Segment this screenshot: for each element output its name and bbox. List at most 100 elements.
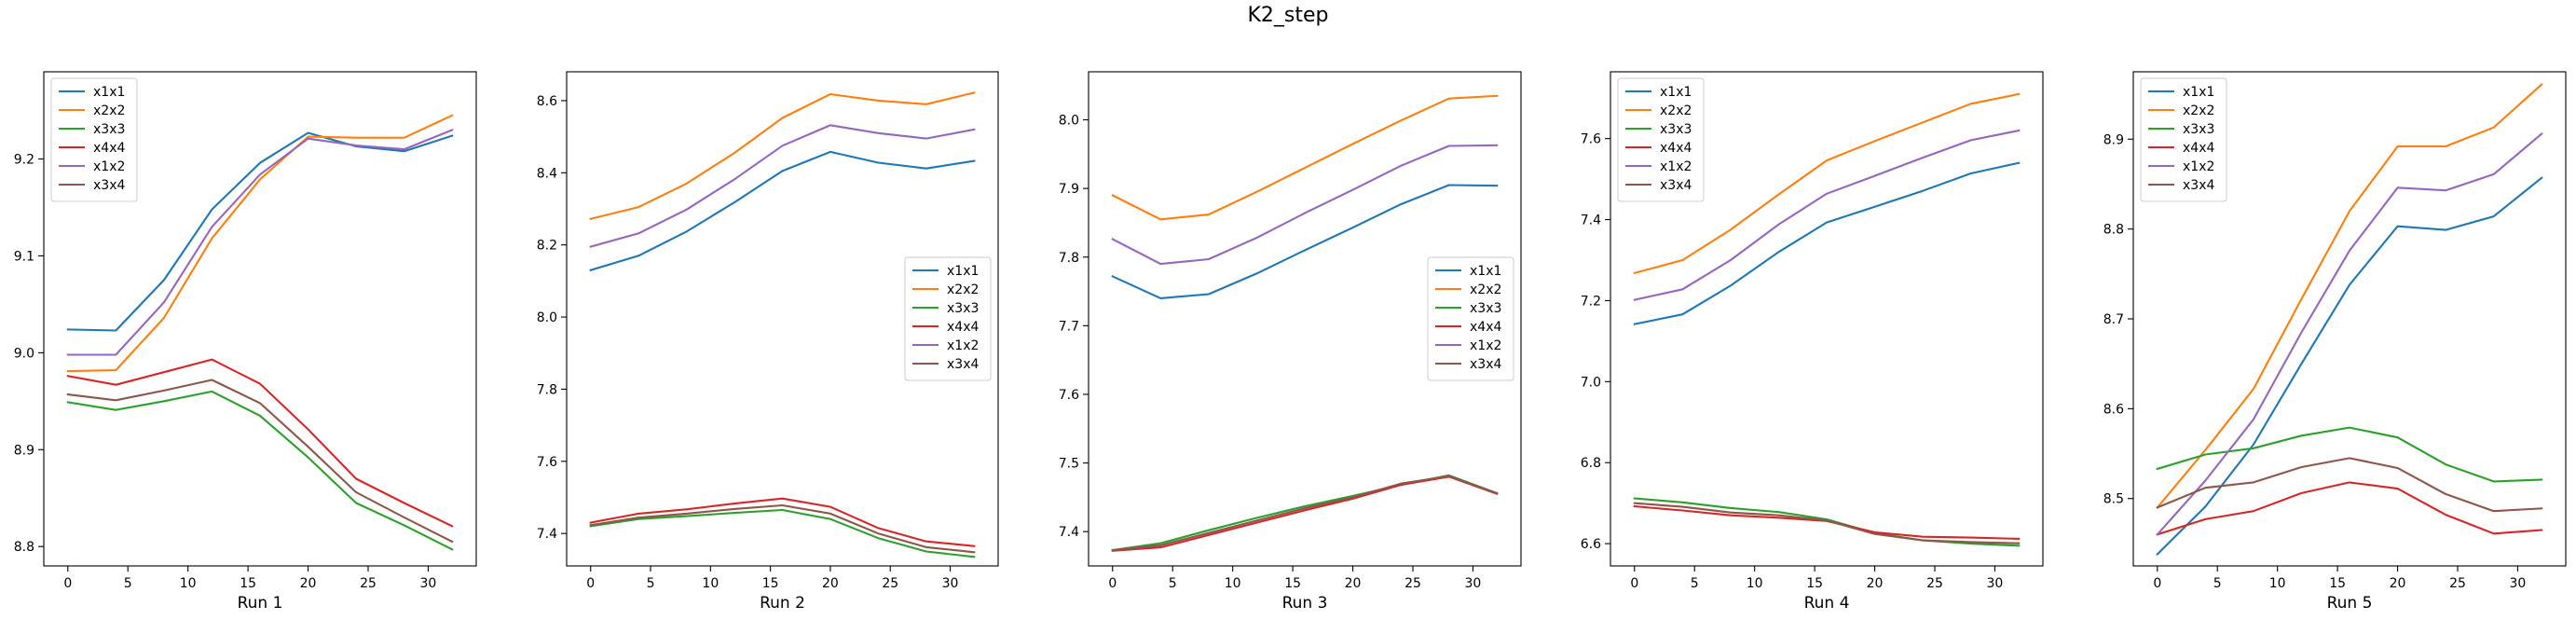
x-tick-label: 0: [63, 576, 72, 591]
axes-frame: [1610, 71, 2044, 567]
series-line-x3x3: [66, 390, 454, 551]
legend-label-x3x3: x3x3: [93, 122, 125, 137]
y-tick-label: 8.0: [1059, 114, 1079, 129]
legend-label-x4x4: x4x4: [1660, 141, 1692, 156]
legend-label-x2x2: x2x2: [2183, 103, 2214, 118]
y-tick-label: 8.2: [537, 239, 557, 254]
x-tick-label: 5: [1691, 576, 1699, 591]
y-tick-label: 7.5: [1059, 457, 1079, 472]
x-tick-label: 5: [1169, 576, 1177, 591]
x-tick-label: 0: [2153, 576, 2161, 591]
legend-label-x2x2: x2x2: [1470, 282, 1501, 297]
y-tick-label: 7.0: [1581, 375, 1601, 390]
legend-label-x1x1: x1x1: [1470, 264, 1501, 279]
series-line-x4x4: [2156, 481, 2543, 536]
y-tick-label: 9.2: [14, 153, 34, 168]
legend-label-x2x2: x2x2: [947, 282, 979, 297]
y-tick-label: 7.9: [1059, 182, 1079, 197]
x-tick-label: 10: [180, 576, 197, 591]
y-tick-label: 7.8: [537, 382, 557, 397]
legend: x1x1 x2x2 x3x3 x4x4 x1x2 x3x4: [904, 256, 992, 381]
y-tick-label: 9.1: [14, 249, 34, 264]
legend-label-x4x4: x4x4: [93, 141, 125, 156]
legend-label-x1x2: x1x2: [1660, 159, 1692, 174]
series-line-x3x4: [2156, 457, 2543, 513]
legend: x1x1 x2x2 x3x3 x4x4 x1x2 x3x4: [50, 77, 138, 202]
legend-label-x3x3: x3x3: [1660, 122, 1692, 137]
series-line-x3x4: [1111, 475, 1499, 552]
y-tick-label: 7.2: [1581, 294, 1601, 309]
y-tick-label: 7.4: [1581, 214, 1601, 228]
x-tick-label: 25: [882, 576, 898, 591]
y-tick-label: 8.8: [2103, 223, 2124, 238]
x-tick-label: 25: [1404, 576, 1421, 591]
legend-label-x3x3: x3x3: [2183, 122, 2214, 137]
x-tick-label: 30: [1987, 576, 2004, 591]
legend-label-x1x1: x1x1: [93, 85, 125, 100]
x-tick-label: 10: [702, 576, 719, 591]
y-tick-label: 8.8: [14, 540, 34, 555]
series-line-x1x2: [1111, 144, 1499, 266]
x-tick-label: 15: [1806, 576, 1823, 591]
y-tick-label: 8.4: [537, 166, 557, 181]
x-tick-label: 30: [420, 576, 437, 591]
axes-frame: [566, 71, 999, 567]
series-line-x1x2: [66, 129, 454, 356]
legend-label-x4x4: x4x4: [1470, 320, 1501, 335]
series-line-x2x2: [1111, 94, 1499, 221]
series-line-x1x2: [1633, 129, 2021, 301]
legend-label-x2x2: x2x2: [1660, 103, 1692, 118]
y-tick-label: 7.7: [1059, 319, 1079, 334]
y-tick-label: 7.4: [537, 527, 557, 542]
series-line-x2x2: [1633, 92, 2021, 275]
x-tick-label: 10: [1225, 576, 1241, 591]
x-tick-label: 20: [1345, 576, 1362, 591]
x-axis-label: Run 5: [2327, 594, 2373, 613]
y-tick-label: 8.9: [14, 443, 34, 458]
legend-label-x4x4: x4x4: [2183, 141, 2214, 156]
series-line-x1x1: [66, 131, 454, 332]
x-axis-label: Run 4: [1804, 594, 1850, 613]
legend-label-x1x2: x1x2: [93, 159, 125, 174]
x-tick-label: 20: [822, 576, 839, 591]
legend-label-x1x2: x1x2: [2183, 159, 2214, 174]
y-tick-label: 6.8: [1581, 456, 1601, 471]
series-line-x3x4: [1633, 502, 2021, 544]
subplot-3: 0 5 10 15 20 25 30 7.4 7.5 7.6 7.7 7.8 7.9 8.0 Run 3 x1…: [1059, 71, 1522, 613]
legend-label-x1x2: x1x2: [947, 338, 979, 353]
subplot-5: 0 5 10 15 20 25 30 8.5 8.6 8.7 8.8 8.9 Run 5 x1x1 x2x2…: [2103, 71, 2567, 613]
x-tick-label: 10: [1747, 576, 1763, 591]
x-axis-label: Run 1: [238, 594, 283, 613]
y-tick-label: 7.6: [537, 455, 557, 470]
series-line-x3x3: [589, 508, 976, 558]
y-tick-label: 7.6: [1059, 388, 1079, 403]
series-line-x4x4: [66, 358, 454, 528]
series-line-x1x1: [1111, 184, 1499, 299]
legend-label-x3x4: x3x4: [947, 357, 979, 372]
series-line-x2x2: [2156, 83, 2543, 509]
legend-label-x3x3: x3x3: [947, 301, 979, 316]
series-line-x3x3: [1111, 474, 1499, 552]
series-line-x1x1: [1633, 161, 2021, 325]
series-line-x3x4: [589, 503, 976, 554]
x-tick-label: 20: [2390, 576, 2406, 591]
series-line-x3x4: [66, 379, 454, 544]
x-axis-label: Run 3: [1282, 594, 1328, 613]
y-tick-label: 8.0: [537, 310, 557, 325]
legend-label-x1x1: x1x1: [2183, 85, 2214, 100]
subplot-1: 0 5 10 15 20 25 30 8.8 8.9 9.0 9.1 9.2 Run 1 x1x1 x2x2…: [14, 71, 477, 613]
x-tick-label: 10: [2269, 576, 2286, 591]
x-tick-label: 5: [124, 576, 132, 591]
legend-label-x3x4: x3x4: [2183, 178, 2214, 193]
series-line-x3x3: [1633, 497, 2021, 547]
series-line-x4x4: [1633, 504, 2021, 540]
subplot-2: 0 5 10 15 20 25 30 7.4 7.6 7.8 8.0 8.2 8.4 8.6 Run 2 x1…: [537, 71, 999, 613]
series-line-x1x2: [2156, 132, 2543, 536]
x-tick-label: 20: [300, 576, 317, 591]
x-tick-label: 25: [1926, 576, 1943, 591]
x-tick-label: 15: [240, 576, 256, 591]
x-tick-label: 5: [2213, 576, 2222, 591]
series-line-x2x2: [66, 114, 454, 373]
y-tick-label: 9.0: [14, 346, 34, 361]
